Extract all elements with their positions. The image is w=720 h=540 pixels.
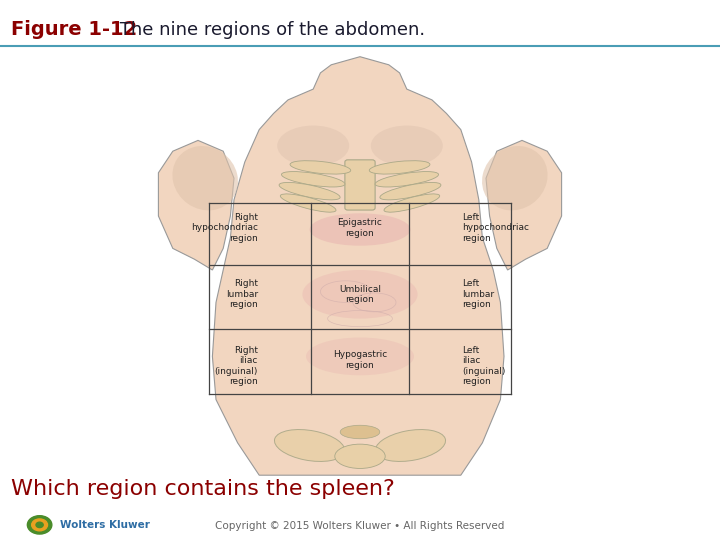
Circle shape — [27, 516, 52, 534]
Polygon shape — [212, 57, 504, 475]
Ellipse shape — [306, 338, 414, 375]
Text: Wolters Kluwer: Wolters Kluwer — [60, 520, 150, 530]
Text: Left
iliac
(inguinal)
region: Left iliac (inguinal) region — [462, 346, 505, 386]
Ellipse shape — [369, 161, 430, 174]
Ellipse shape — [340, 426, 380, 438]
Text: Figure 1-12: Figure 1-12 — [11, 20, 137, 39]
Ellipse shape — [375, 429, 446, 462]
Ellipse shape — [302, 270, 418, 319]
Text: Right
iliac
(inguinal)
region: Right iliac (inguinal) region — [215, 346, 258, 386]
Ellipse shape — [380, 183, 441, 200]
Circle shape — [32, 519, 48, 531]
Ellipse shape — [310, 213, 410, 246]
Ellipse shape — [375, 172, 438, 187]
Text: Umbilical
region: Umbilical region — [339, 285, 381, 304]
Ellipse shape — [172, 146, 238, 211]
Ellipse shape — [384, 194, 440, 212]
Polygon shape — [486, 140, 562, 270]
Ellipse shape — [280, 194, 336, 212]
FancyBboxPatch shape — [345, 160, 375, 210]
Ellipse shape — [277, 126, 349, 166]
Ellipse shape — [335, 444, 385, 468]
Text: Which region contains the spleen?: Which region contains the spleen? — [11, 478, 395, 499]
Text: Left
lumbar
region: Left lumbar region — [462, 279, 495, 309]
Polygon shape — [158, 140, 234, 270]
Text: Right
hypochondriac
region: Right hypochondriac region — [191, 213, 258, 243]
Ellipse shape — [279, 183, 340, 200]
Text: Right
lumbar
region: Right lumbar region — [225, 279, 258, 309]
Ellipse shape — [274, 429, 345, 462]
Ellipse shape — [290, 161, 351, 174]
Ellipse shape — [482, 146, 548, 211]
Ellipse shape — [282, 172, 345, 187]
Circle shape — [36, 522, 43, 528]
Text: Copyright © 2015 Wolters Kluwer • All Rights Reserved: Copyright © 2015 Wolters Kluwer • All Ri… — [215, 521, 505, 531]
Text: Left
hypochondriac
region: Left hypochondriac region — [462, 213, 529, 243]
Text: Hypogastric
region: Hypogastric region — [333, 350, 387, 370]
Text: The nine regions of the abdomen.: The nine regions of the abdomen. — [114, 21, 425, 39]
Ellipse shape — [371, 126, 443, 166]
Text: Epigastric
region: Epigastric region — [338, 218, 382, 238]
